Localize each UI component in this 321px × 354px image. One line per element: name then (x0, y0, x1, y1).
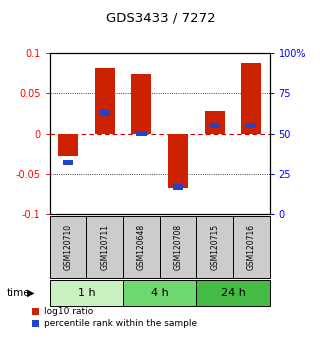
Bar (196, 216, 233, 278)
Text: time: time (6, 288, 30, 298)
Bar (173, 184, 183, 190)
Bar (233, 216, 270, 278)
Bar (160, 216, 196, 278)
Bar (246, 123, 256, 129)
Text: 4 h: 4 h (151, 288, 169, 298)
Bar (123, 216, 160, 278)
Bar (50, 280, 123, 306)
Text: ▶: ▶ (27, 288, 34, 298)
Text: GSM120716: GSM120716 (247, 224, 256, 270)
Text: GSM120711: GSM120711 (100, 224, 109, 270)
Text: GDS3433 / 7272: GDS3433 / 7272 (106, 11, 215, 24)
Text: 1 h: 1 h (78, 288, 95, 298)
Bar (50, 216, 86, 278)
Text: log10 ratio: log10 ratio (44, 307, 93, 316)
Bar (196, 280, 270, 306)
Bar (136, 131, 146, 136)
Bar (168, 133, 188, 188)
Bar (58, 133, 78, 156)
Text: percentile rank within the sample: percentile rank within the sample (44, 319, 197, 329)
Bar (63, 160, 73, 165)
Text: GSM120715: GSM120715 (210, 224, 219, 270)
Bar (210, 123, 220, 129)
Text: GSM120708: GSM120708 (174, 224, 183, 270)
Bar (241, 63, 261, 133)
Text: GSM120648: GSM120648 (137, 224, 146, 270)
Bar (131, 74, 152, 133)
Bar (204, 111, 225, 133)
Bar (86, 216, 123, 278)
Bar (100, 110, 110, 115)
Bar (95, 68, 115, 133)
Text: 24 h: 24 h (221, 288, 246, 298)
Bar (123, 280, 196, 306)
Text: GSM120710: GSM120710 (64, 224, 73, 270)
